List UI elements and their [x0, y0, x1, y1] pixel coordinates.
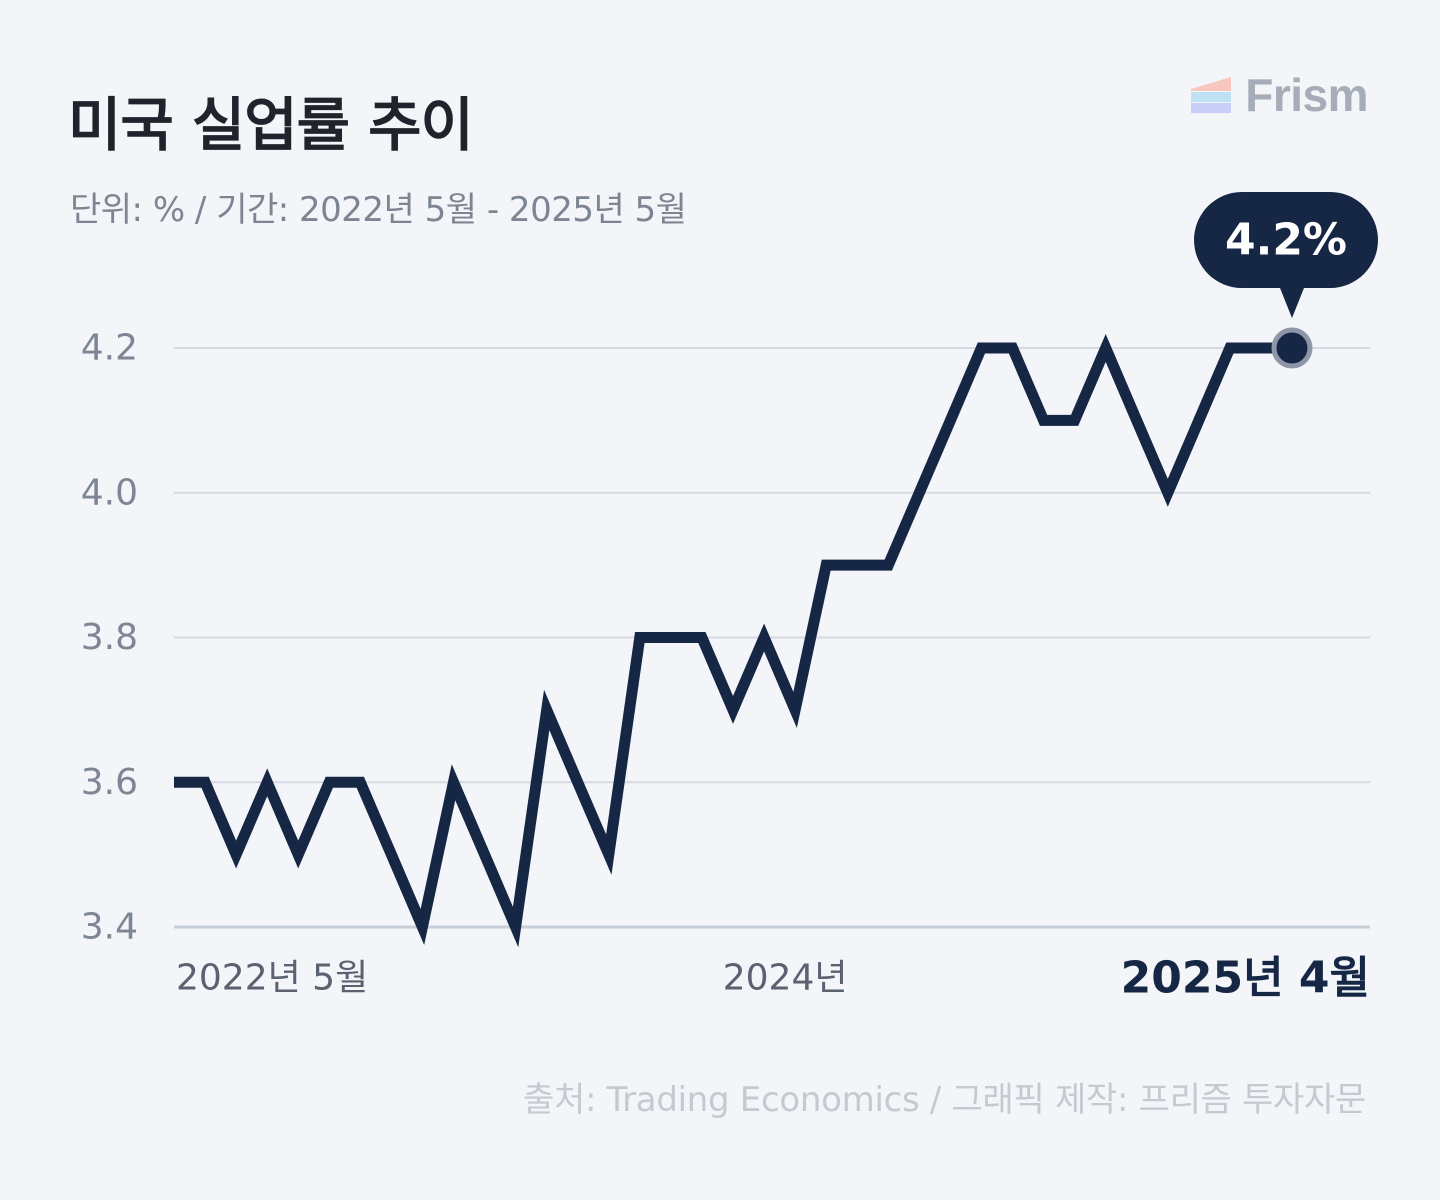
brand-name: Frism — [1245, 69, 1368, 121]
y-tick-label: 3.8 — [81, 617, 138, 658]
x-tick-label: 2024년 — [723, 958, 848, 999]
latest-value-callout: 4.2% — [1194, 192, 1378, 318]
y-tick-label: 3.6 — [81, 762, 138, 803]
y-tick-label: 4.0 — [81, 472, 138, 513]
x-tick-label: 2022년 5월 — [176, 958, 368, 999]
callout-bubble — [1194, 192, 1378, 318]
brand-logo: Frism — [1191, 68, 1368, 122]
latest-point-marker — [1271, 327, 1313, 369]
y-tick-label: 4.2 — [81, 328, 138, 369]
callout-label: 4.2% — [1225, 215, 1347, 266]
chart-title: 미국 실업률 추이 — [68, 91, 474, 159]
y-tick-label: 3.4 — [81, 907, 138, 948]
series-line-unemployment — [174, 334, 1292, 948]
source-caption: 출처: Trading Economics / 그래픽 제작: 프리즘 투자자문 — [523, 1080, 1366, 1120]
frism-logo-icon — [1191, 77, 1232, 113]
chart-subtitle: 단위: % / 기간: 2022년 5월 - 2025년 5월 — [70, 190, 687, 230]
x-axis-ticks: 2022년 5월 2024년 2025년 4월 — [176, 953, 1370, 1004]
y-axis-ticks: 4.2 4.0 3.8 3.6 3.4 — [81, 328, 138, 948]
x-tick-label: 2025년 4월 — [1121, 953, 1370, 1004]
